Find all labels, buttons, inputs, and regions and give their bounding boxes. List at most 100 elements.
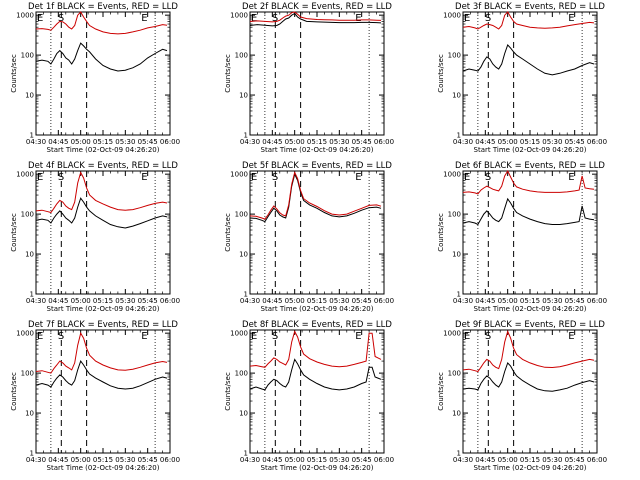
panel-title: Det 7f BLACK = Events, RED = LLD — [28, 320, 178, 330]
series-lld-line — [249, 11, 382, 23]
x-tick-label: 04:45 — [262, 138, 282, 146]
plot-frame — [249, 11, 385, 136]
x-tick-label: 05:15 — [93, 138, 113, 146]
x-tick-label: 04:45 — [48, 456, 68, 464]
x-tick-label: 06:00 — [160, 138, 180, 146]
interval-flag-label: E — [355, 172, 361, 183]
interval-flag-label: E — [355, 331, 361, 342]
x-tick-label: 05:15 — [520, 297, 540, 305]
x-tick-label: 05:45 — [565, 297, 585, 305]
x-tick-label: 06:00 — [587, 138, 607, 146]
series-lld-line — [462, 169, 595, 195]
y-tick-label: 10 — [452, 251, 461, 259]
x-tick-label: 04:45 — [475, 138, 495, 146]
y-tick-label: 100 — [448, 52, 461, 60]
x-tick-label: 05:00 — [498, 297, 518, 305]
panel-title: Det 3f BLACK = Events, RED = LLD — [455, 2, 605, 12]
y-axis-label: Counts/sec — [224, 213, 232, 252]
y-tick-label: 1000 — [16, 330, 34, 338]
x-tick-label: 05:45 — [352, 456, 372, 464]
x-axis-label: Start Time (02-Oct-09 04:26:20) — [474, 464, 587, 472]
y-tick-label: 1000 — [230, 171, 248, 179]
interval-flag-label: E — [568, 172, 574, 183]
series-events-line — [249, 12, 382, 27]
series-lld-line — [462, 11, 595, 30]
plot-frame — [462, 170, 598, 295]
x-axis-label: Start Time (02-Oct-09 04:26:20) — [474, 305, 587, 313]
x-tick-label: 04:45 — [475, 297, 495, 305]
plot-frame — [35, 170, 171, 295]
interval-flag-label: S — [272, 13, 278, 24]
y-axis-label: Counts/sec — [10, 372, 18, 411]
y-tick-label: 1 — [30, 450, 34, 458]
x-tick-label: 05:45 — [352, 297, 372, 305]
interval-flag-label: S — [58, 13, 64, 24]
series-events-line — [249, 172, 382, 223]
interval-flag-label: E — [141, 172, 147, 183]
series-lld-line — [249, 330, 382, 368]
interval-flag-label: E — [355, 13, 361, 24]
y-tick-label: 1000 — [230, 330, 248, 338]
y-tick-label: 10 — [239, 410, 248, 418]
interval-flag-label: S — [58, 172, 64, 183]
y-axis-label: Counts/sec — [437, 213, 445, 252]
y-axis-label: Counts/sec — [10, 54, 18, 93]
y-tick-label: 100 — [21, 211, 34, 219]
x-tick-label: 05:00 — [498, 456, 518, 464]
x-axis-label: Start Time (02-Oct-09 04:26:20) — [474, 146, 587, 154]
interval-flag-label: S — [485, 331, 491, 342]
plot-frame — [35, 329, 171, 454]
x-tick-label: 04:45 — [48, 297, 68, 305]
x-tick-label: 05:00 — [71, 138, 91, 146]
x-tick-label: 04:45 — [48, 138, 68, 146]
x-axis-label: Start Time (02-Oct-09 04:26:20) — [47, 464, 160, 472]
x-tick-label: 04:30 — [26, 297, 46, 305]
plot-frame — [35, 11, 171, 136]
x-tick-label: 04:45 — [475, 456, 495, 464]
y-tick-label: 1 — [244, 450, 248, 458]
interval-flag-label: E — [464, 331, 470, 342]
x-tick-label: 05:30 — [542, 297, 562, 305]
x-tick-label: 05:30 — [115, 138, 135, 146]
x-tick-label: 06:00 — [160, 456, 180, 464]
interval-flag-label: S — [485, 13, 491, 24]
x-tick-label: 05:45 — [138, 138, 158, 146]
x-tick-label: 05:30 — [115, 456, 135, 464]
x-tick-label: 06:00 — [374, 297, 394, 305]
interval-flag-label: E — [141, 331, 147, 342]
series-lld-line — [462, 330, 595, 373]
x-tick-label: 04:45 — [262, 456, 282, 464]
y-tick-label: 1 — [244, 291, 248, 299]
series-lld-line — [35, 11, 168, 35]
plot-frame — [249, 170, 385, 295]
x-tick-label: 05:45 — [138, 297, 158, 305]
y-tick-label: 100 — [21, 370, 34, 378]
x-tick-label: 04:30 — [26, 138, 46, 146]
series-events-line — [35, 42, 168, 72]
x-tick-label: 05:30 — [329, 138, 349, 146]
x-axis-label: Start Time (02-Oct-09 04:26:20) — [261, 305, 374, 313]
y-tick-label: 1000 — [16, 12, 34, 20]
x-tick-label: 05:15 — [520, 138, 540, 146]
y-tick-label: 100 — [21, 52, 34, 60]
panel-title: Det 9f BLACK = Events, RED = LLD — [455, 320, 605, 330]
y-tick-label: 1000 — [443, 171, 461, 179]
x-tick-label: 06:00 — [587, 297, 607, 305]
series-events-line — [462, 43, 595, 76]
y-tick-label: 1 — [30, 291, 34, 299]
panel-title: Det 4f BLACK = Events, RED = LLD — [28, 161, 178, 171]
y-tick-label: 1000 — [443, 12, 461, 20]
y-tick-label: 100 — [235, 370, 248, 378]
x-tick-label: 05:45 — [565, 138, 585, 146]
y-tick-label: 1 — [244, 132, 248, 140]
interval-flag-label: S — [272, 172, 278, 183]
series-lld-line — [249, 171, 382, 220]
x-tick-label: 06:00 — [587, 456, 607, 464]
series-lld-line — [35, 171, 168, 214]
interval-flag-label: S — [272, 331, 278, 342]
panel-title: Det 6f BLACK = Events, RED = LLD — [455, 161, 605, 171]
series-events-line — [35, 360, 168, 390]
